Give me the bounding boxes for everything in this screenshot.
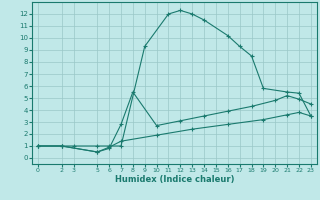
- X-axis label: Humidex (Indice chaleur): Humidex (Indice chaleur): [115, 175, 234, 184]
